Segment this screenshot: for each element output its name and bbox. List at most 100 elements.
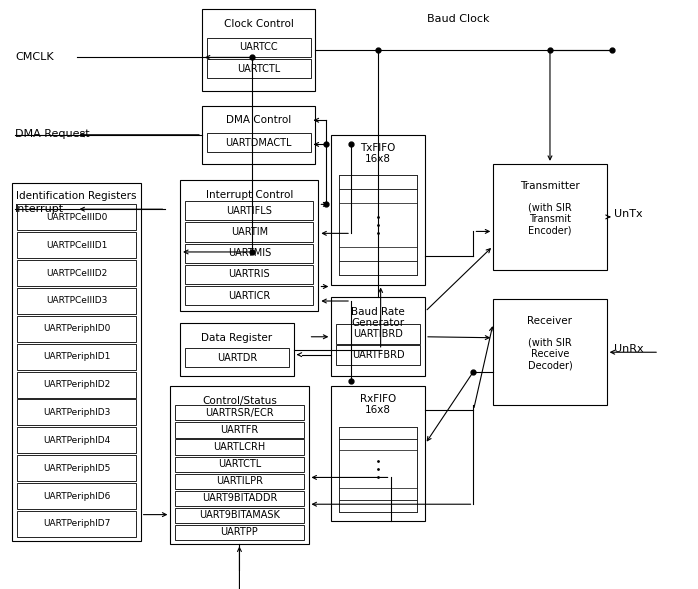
Text: Baud Rate
Generator: Baud Rate Generator (351, 307, 405, 329)
Bar (185, 243, 313, 263)
Bar (339, 426, 417, 439)
Bar (17, 372, 135, 398)
Text: UARTCTL: UARTCTL (237, 64, 281, 74)
Text: UARTPCellID0: UARTPCellID0 (46, 213, 107, 222)
Text: UARTPeriphID5: UARTPeriphID5 (43, 464, 110, 472)
Text: UARTFBRD: UARTFBRD (352, 350, 404, 360)
Bar (185, 222, 313, 241)
Bar (336, 324, 420, 343)
Bar (175, 439, 304, 455)
Text: UARTCC: UARTCC (239, 42, 278, 52)
Text: UARTPeriphID0: UARTPeriphID0 (43, 325, 110, 333)
Bar (17, 232, 135, 258)
Text: UARTPeriphID6: UARTPeriphID6 (43, 491, 110, 501)
Text: UARTPeriphID7: UARTPeriphID7 (43, 519, 110, 528)
Text: UART9BITADDR: UART9BITADDR (202, 493, 277, 503)
Text: UARTPCellID2: UARTPCellID2 (46, 269, 107, 277)
Text: DMA Control: DMA Control (226, 115, 291, 125)
Text: UARTPeriphID4: UARTPeriphID4 (43, 436, 110, 445)
Bar (336, 346, 420, 365)
Text: UART9BITAMASK: UART9BITAMASK (199, 510, 280, 520)
Bar (17, 427, 135, 454)
Text: (with SIR
Transmit
Encoder): (with SIR Transmit Encoder) (528, 203, 572, 236)
Bar (180, 180, 318, 310)
Bar (17, 455, 135, 481)
Bar (339, 176, 417, 189)
Text: UARTLCRH: UARTLCRH (214, 442, 265, 452)
Text: UARTDMACTL: UARTDMACTL (225, 137, 292, 147)
Bar (332, 297, 425, 376)
Bar (332, 386, 425, 521)
Text: UARTCTL: UARTCTL (218, 459, 261, 469)
Text: Clock Control: Clock Control (224, 19, 294, 29)
Text: Baud Clock: Baud Clock (427, 14, 489, 24)
Text: TxFIFO
16x8: TxFIFO 16x8 (360, 143, 396, 164)
Bar (13, 183, 141, 541)
Bar (202, 106, 315, 164)
Text: UARTDR: UARTDR (217, 353, 257, 363)
Bar (175, 508, 304, 522)
Bar (17, 511, 135, 537)
Bar (339, 261, 417, 275)
Bar (339, 176, 417, 275)
Bar (175, 474, 304, 489)
Bar (493, 164, 607, 270)
Text: UARTIFLS: UARTIFLS (226, 206, 272, 216)
Bar (17, 399, 135, 425)
Bar (175, 422, 304, 438)
Text: Transmitter: Transmitter (520, 181, 580, 191)
Text: UARTPeriphID1: UARTPeriphID1 (43, 352, 110, 361)
Text: (with SIR
Receive
Decoder): (with SIR Receive Decoder) (528, 337, 572, 371)
Text: UARTRIS: UARTRIS (228, 269, 270, 279)
Bar (339, 439, 417, 451)
Text: UARTICR: UARTICR (228, 291, 270, 301)
Text: UnRx: UnRx (614, 345, 644, 355)
Text: Receiver: Receiver (528, 316, 572, 326)
Text: UARTFR: UARTFR (221, 425, 258, 435)
Bar (175, 491, 304, 506)
Bar (207, 38, 311, 57)
Text: UnTx: UnTx (614, 209, 642, 219)
Text: Data Register: Data Register (202, 333, 272, 343)
Bar (207, 59, 311, 78)
Bar (17, 260, 135, 286)
Bar (185, 265, 313, 284)
Text: Interrupt: Interrupt (15, 204, 64, 214)
Text: UARTPP: UARTPP (221, 527, 258, 537)
Bar (339, 426, 417, 512)
Text: UARTMIS: UARTMIS (228, 248, 271, 258)
Bar (175, 525, 304, 540)
Bar (339, 500, 417, 512)
Text: UARTIM: UARTIM (231, 227, 268, 237)
Text: RxFIFO
16x8: RxFIFO 16x8 (360, 394, 396, 415)
Bar (17, 204, 135, 230)
Text: UARTIBRD: UARTIBRD (353, 329, 403, 339)
Bar (339, 189, 417, 203)
Bar (185, 348, 289, 367)
Text: UARTRSR/ECR: UARTRSR/ECR (205, 408, 274, 418)
Bar (170, 386, 309, 544)
Bar (339, 247, 417, 261)
Bar (493, 299, 607, 405)
Text: Control/Status: Control/Status (202, 396, 277, 406)
Text: CMCLK: CMCLK (15, 52, 54, 62)
Bar (185, 286, 313, 305)
Bar (175, 405, 304, 421)
Bar (207, 133, 311, 152)
Bar (17, 344, 135, 370)
Text: UARTPeriphID3: UARTPeriphID3 (43, 408, 110, 417)
Bar (332, 135, 425, 284)
Text: UARTPCellID3: UARTPCellID3 (46, 296, 107, 306)
Bar (175, 456, 304, 472)
Bar (180, 323, 294, 376)
Bar (185, 201, 313, 220)
Text: Identification Registers: Identification Registers (16, 191, 137, 201)
Bar (339, 488, 417, 500)
Bar (17, 288, 135, 314)
Bar (17, 483, 135, 509)
Text: UARTPCellID1: UARTPCellID1 (46, 241, 107, 250)
Bar (17, 316, 135, 342)
Text: UARTILPR: UARTILPR (216, 476, 263, 486)
Text: UARTPeriphID2: UARTPeriphID2 (43, 380, 110, 389)
Text: DMA Request: DMA Request (15, 129, 90, 139)
